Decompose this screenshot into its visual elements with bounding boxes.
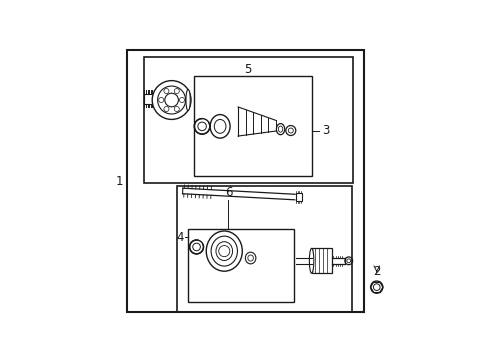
Circle shape — [152, 81, 191, 120]
Text: 4: 4 — [176, 231, 183, 244]
Circle shape — [174, 89, 179, 94]
Circle shape — [164, 93, 178, 107]
Text: 3: 3 — [321, 124, 328, 137]
Bar — [311, 248, 332, 273]
Text: 6: 6 — [224, 186, 232, 199]
Circle shape — [159, 98, 163, 103]
Circle shape — [174, 107, 179, 112]
Text: 1: 1 — [116, 175, 123, 188]
Bar — [295, 193, 302, 201]
Ellipse shape — [309, 248, 313, 273]
Ellipse shape — [185, 89, 190, 111]
Bar — [143, 57, 352, 183]
Circle shape — [163, 89, 168, 94]
Bar — [127, 50, 364, 312]
Bar — [188, 229, 293, 302]
Bar — [177, 186, 351, 312]
Circle shape — [163, 107, 168, 112]
Circle shape — [179, 98, 184, 103]
Bar — [193, 76, 311, 176]
Text: 2: 2 — [372, 265, 380, 278]
Text: 5: 5 — [244, 63, 251, 76]
